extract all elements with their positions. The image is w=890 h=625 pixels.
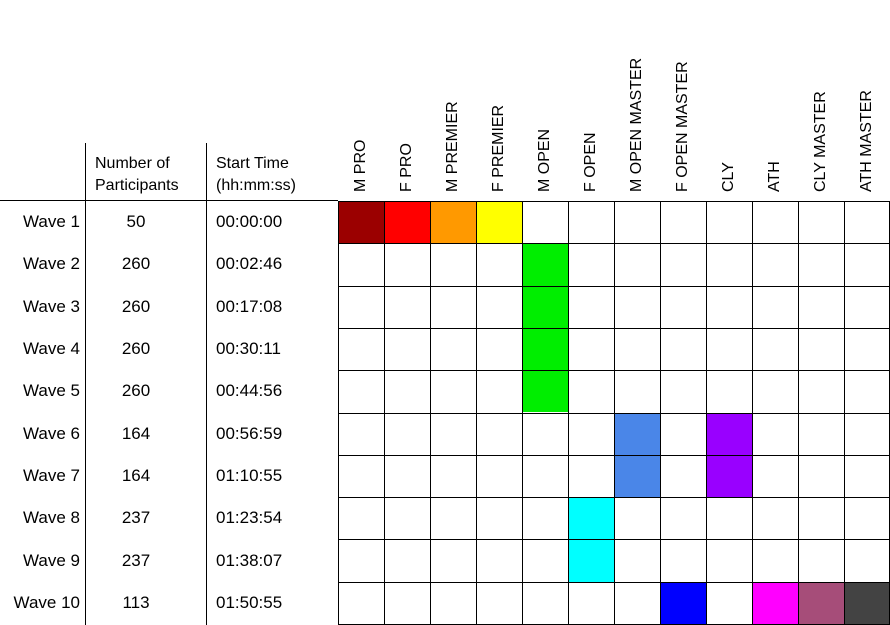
participants-value: 237	[121, 508, 151, 528]
assignment-cell	[338, 201, 384, 244]
wave-label: Wave 4	[22, 339, 80, 359]
grid-hline	[338, 243, 890, 245]
assignment-cell	[568, 497, 614, 540]
wave-label: Wave 1	[22, 212, 80, 232]
category-header: M PRO	[352, 139, 369, 192]
category-header: F PREMIER	[490, 104, 507, 192]
participants-value: 237	[121, 550, 151, 570]
category-header: M PREMIER	[444, 101, 461, 192]
assignment-cell	[706, 454, 752, 498]
category-header: M OPEN MASTER	[628, 57, 645, 192]
assignment-cell	[476, 201, 522, 244]
category-header: M OPEN	[536, 128, 553, 192]
category-header: CLY MASTER	[812, 91, 829, 192]
assignment-cell	[614, 412, 660, 455]
grid-hline	[338, 327, 890, 329]
grid-hline	[338, 581, 890, 583]
participants-value: 260	[121, 254, 151, 274]
participants-value: 50	[126, 212, 146, 232]
start-time-header-line1: Start Time	[216, 155, 289, 172]
assignment-cell	[660, 581, 706, 624]
start-time-header: Start Time (hh:mm:ss)	[216, 153, 296, 197]
assignment-cell	[752, 581, 798, 624]
assignment-cell	[798, 581, 844, 624]
category-header: F OPEN MASTER	[674, 61, 691, 192]
grid-hline	[338, 370, 890, 372]
start-time-value: 00:30:11	[216, 339, 281, 359]
start-time-value: 00:44:56	[216, 381, 283, 401]
assignment-cell	[384, 201, 430, 244]
wave-label: Wave 7	[22, 465, 80, 485]
grid-hline	[338, 539, 890, 541]
start-time-value: 00:02:46	[216, 254, 283, 274]
category-header: CLY	[720, 162, 737, 192]
start-time-value: 01:38:07	[216, 550, 283, 570]
participants-header: Number of Participants	[95, 153, 179, 197]
start-time-value: 00:17:08	[216, 296, 283, 316]
wave-label: Wave 9	[22, 550, 80, 570]
start-time-value: 00:56:59	[216, 423, 283, 443]
assignment-cell	[706, 412, 752, 455]
category-header: F OPEN	[582, 132, 599, 192]
category-header: F PRO	[398, 143, 415, 192]
grid-hline	[338, 285, 890, 287]
start-time-value: 01:50:55	[216, 592, 283, 612]
wave-label: Wave 10	[13, 592, 80, 612]
participants-value: 260	[121, 296, 151, 316]
participants-value: 164	[121, 423, 151, 443]
column-divider-2	[206, 143, 207, 625]
wave-label: Wave 6	[22, 423, 80, 443]
grid-hline	[338, 454, 890, 456]
start-time-value: 00:00:00	[216, 212, 283, 232]
wave-label: Wave 8	[22, 508, 80, 528]
grid-hline	[338, 412, 890, 414]
category-header: ATH MASTER	[858, 90, 875, 192]
column-divider-1	[85, 143, 86, 625]
header-divider	[0, 200, 338, 201]
participants-value: 260	[121, 381, 151, 401]
assignment-cell	[844, 581, 890, 624]
assignment-cell	[568, 539, 614, 582]
assignment-cell	[522, 327, 568, 371]
grid-hline	[338, 201, 890, 202]
assignment-cell	[614, 454, 660, 498]
participants-header-line2: Participants	[95, 177, 179, 194]
start-time-header-line2: (hh:mm:ss)	[216, 177, 296, 194]
participants-value: 113	[122, 592, 150, 612]
participants-header-line1: Number of	[95, 155, 170, 172]
assignment-cell	[522, 243, 568, 286]
wave-label: Wave 5	[22, 381, 80, 401]
start-time-value: 01:23:54	[216, 508, 283, 528]
start-time-value: 01:10:55	[216, 465, 283, 485]
assignment-cell	[522, 370, 568, 413]
grid-hline	[338, 497, 890, 499]
wave-label: Wave 3	[22, 296, 80, 316]
assignment-cell	[430, 201, 476, 244]
participants-value: 164	[121, 465, 151, 485]
assignment-cell	[522, 285, 568, 328]
participants-value: 260	[121, 339, 151, 359]
category-header: ATH	[766, 161, 783, 192]
wave-label: Wave 2	[22, 254, 80, 274]
